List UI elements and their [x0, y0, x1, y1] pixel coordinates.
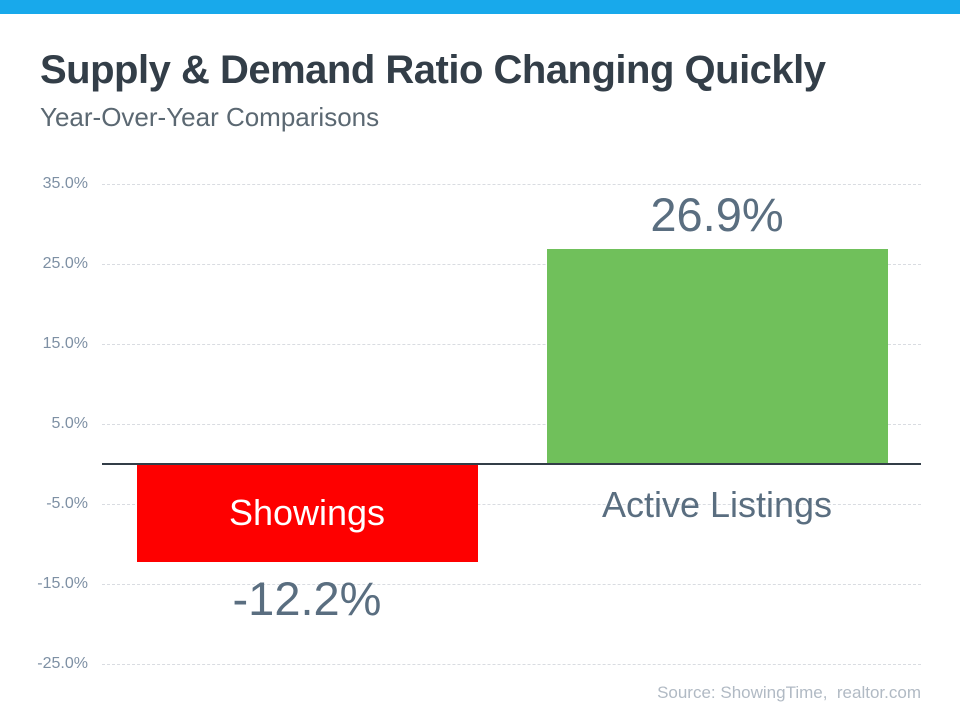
gridline-25-0-: [102, 264, 921, 265]
y-tick-label-25-0-: 25.0%: [42, 255, 88, 272]
y-tick-label--25-0-: -25.0%: [37, 655, 88, 672]
gridline-15-0-: [102, 344, 921, 345]
top-accent-bar: [0, 0, 960, 14]
chart-subtitle: Year-Over-Year Comparisons: [40, 102, 380, 132]
category-label-showings: Showings: [228, 491, 386, 533]
value-label-showings: -12.2%: [232, 571, 382, 625]
value-label-active-listings: 26.9%: [650, 187, 784, 241]
bar-showings: Showings: [136, 464, 478, 562]
gridline-35-0-: [102, 184, 921, 185]
zero-axis-line: [102, 463, 921, 465]
y-tick-label--5-0-: -5.0%: [46, 495, 88, 512]
y-tick-label--15-0-: -15.0%: [37, 575, 88, 592]
gridline-5-0-: [102, 424, 921, 425]
category-label-active-listings: Active Listings: [601, 484, 833, 525]
gridline--15-0-: [102, 584, 921, 585]
gridline--5-0-: [102, 504, 921, 505]
y-tick-label-35-0-: 35.0%: [42, 175, 88, 192]
y-tick-label-5-0-: 5.0%: [51, 415, 88, 432]
bar-active-listings: [546, 248, 888, 464]
y-tick-label-15-0-: 15.0%: [42, 335, 88, 352]
chart-title: Supply & Demand Ratio Changing Quickly: [40, 48, 826, 92]
source-credit: Source: ShowingTime, realtor.com: [657, 683, 921, 702]
gridline--25-0-: [102, 664, 921, 665]
